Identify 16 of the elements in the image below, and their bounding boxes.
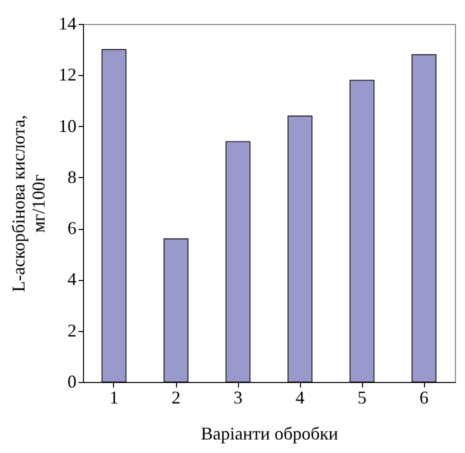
y-tick-label: 2 xyxy=(68,320,76,340)
y-tick-label: 10 xyxy=(58,116,76,136)
y-tick-label: 14 xyxy=(58,14,76,34)
y-tick-label: 0 xyxy=(68,372,76,392)
x-tick-label: 3 xyxy=(234,388,242,408)
x-tick-label: 6 xyxy=(420,388,428,408)
y-axis-title: L-аскорбінова кислота, мг/100г xyxy=(8,114,48,292)
x-tick-label: 5 xyxy=(358,388,366,408)
y-tick-label: 6 xyxy=(68,218,76,238)
y-tick-label: 8 xyxy=(68,166,76,187)
y-tick-label: 12 xyxy=(58,64,76,85)
x-tick-label: 2 xyxy=(172,388,180,408)
x-tick-label: 1 xyxy=(110,388,118,408)
y-tick-label: 4 xyxy=(68,269,76,290)
x-tick-label: 4 xyxy=(296,388,304,408)
x-axis-title: Варіанти обробки xyxy=(200,424,339,444)
